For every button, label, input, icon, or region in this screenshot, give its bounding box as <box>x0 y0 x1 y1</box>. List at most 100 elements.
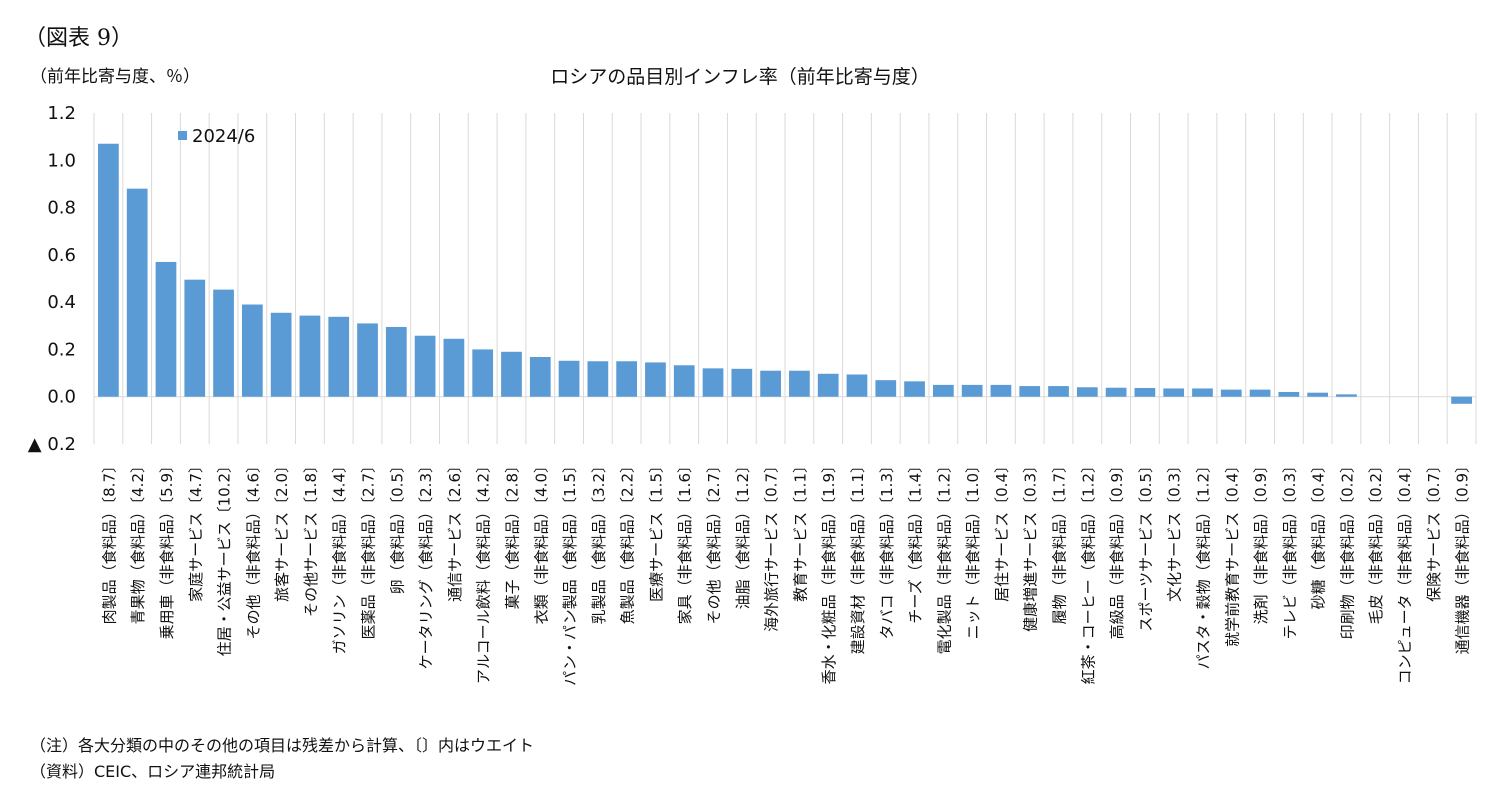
bar <box>645 362 666 397</box>
bar <box>702 368 724 397</box>
category-label: 旅客サービス〔2.0〕 <box>273 458 291 602</box>
category-label: 履物（非食料品）〔1.7〕 <box>1051 458 1069 624</box>
bar <box>414 335 436 397</box>
bar <box>472 349 494 397</box>
category-label: 文化サービス〔0.3〕 <box>1166 458 1184 602</box>
category-label: 砂糖（食料品）〔0.4〕 <box>1310 458 1328 609</box>
category-label: 洗剤（非食料品）〔0.9〕 <box>1252 458 1270 624</box>
category-label: 電化製品（非食料品）〔1.2〕 <box>935 458 953 654</box>
grid-lines <box>93 113 1477 444</box>
bar <box>1134 387 1156 397</box>
category-label: コンピュータ（非食料品）〔0.4〕 <box>1396 458 1414 684</box>
bar <box>1336 394 1357 397</box>
category-labels: 肉製品（食料品）〔8.7〕 青果物（食料品）〔4.2〕 乗用車（非食料品）〔5.9〕… <box>100 458 1471 686</box>
bar <box>270 312 292 397</box>
y-unit-label: （前年比寄与度、％） <box>30 67 200 87</box>
bar <box>817 373 839 397</box>
bar <box>1076 387 1098 397</box>
category-label: 海外旅行サービス〔0.7〕 <box>763 458 781 632</box>
bar <box>328 316 350 397</box>
category-label: 健康増進サービス〔0.3〕 <box>1022 458 1040 632</box>
category-label: 魚製品（食料品）〔2.2〕 <box>619 458 637 624</box>
bar <box>932 384 954 397</box>
category-label: 住居・公益サービス〔10.2〕 <box>216 458 234 656</box>
y-tick-label: 0.2 <box>47 339 76 360</box>
legend: 2024/6 <box>178 126 255 147</box>
category-label: 教育サービス〔1.1〕 <box>791 458 809 602</box>
category-label: その他（非食料品）〔4.6〕 <box>244 458 262 639</box>
y-tick-label: 0.8 <box>47 198 76 219</box>
category-label: ガソリン（非食料品）〔4.4〕 <box>331 458 349 654</box>
y-tick-label: 1.2 <box>47 103 76 124</box>
category-label: ニット（非食料品）〔1.0〕 <box>964 458 982 639</box>
bar <box>990 384 1012 397</box>
category-label: 高級品（非食料品）〔0.9〕 <box>1108 458 1126 639</box>
bar <box>1105 387 1127 397</box>
bar <box>357 323 378 397</box>
bar <box>904 381 925 397</box>
bar <box>760 370 781 397</box>
bar-chart: 1.2 1.0 0.8 0.6 0.4 0.2 0.0 ▲ 0.2 肉製品（食料品）〔8.7〕… <box>28 103 1477 686</box>
bar <box>443 338 465 397</box>
category-label: その他（食料品）〔2.7〕 <box>705 458 723 624</box>
category-label: その他サービス〔1.8〕 <box>302 458 320 617</box>
y-tick-label: 0.4 <box>47 292 76 313</box>
category-label: 居住サービス〔0.4〕 <box>993 458 1011 602</box>
category-label: 医薬品（非食料品）〔2.7〕 <box>360 458 378 639</box>
category-label: パン・パン製品（食料品）〔1.5〕 <box>561 458 579 686</box>
bar <box>126 188 148 397</box>
bar <box>1278 391 1300 397</box>
bar <box>155 261 177 397</box>
category-label: 印刷物（非食料品）〔0.2〕 <box>1338 458 1356 639</box>
bar <box>1019 386 1041 397</box>
category-label: 家庭サービス〔4.7〕 <box>187 458 205 602</box>
figure-label: （図表 9） <box>24 26 133 51</box>
bar <box>501 351 522 397</box>
category-label: 通信サービス〔2.6〕 <box>446 458 464 602</box>
bar <box>1307 392 1329 397</box>
category-label: 肉製品（食料品）〔8.7〕 <box>100 458 118 624</box>
category-label: 家具（非食料品）〔1.6〕 <box>676 458 694 624</box>
legend-label: 2024/6 <box>192 126 255 147</box>
category-label: タバコ（非食料品）〔1.3〕 <box>878 458 896 639</box>
category-label: 菓子（食料品）〔2.8〕 <box>503 458 521 609</box>
category-label: 香水・化粧品（非食料品）〔1.9〕 <box>820 458 838 684</box>
y-tick-label: 1.0 <box>47 150 76 171</box>
bar <box>1048 386 1069 397</box>
bar <box>875 380 897 397</box>
bar <box>98 143 119 397</box>
bar <box>961 384 983 397</box>
chart-title: ロシアの品目別インフレ率（前年比寄与度） <box>550 66 930 88</box>
bar <box>558 360 580 397</box>
source-text: （資料）CEIC、ロシア連邦統計局 <box>30 762 276 781</box>
bar <box>1192 388 1213 397</box>
category-label: 青果物（食料品）〔4.2〕 <box>129 458 147 624</box>
category-label: 毛皮（非食料品）〔0.2〕 <box>1367 458 1385 624</box>
bar <box>616 361 638 397</box>
bar <box>299 315 321 397</box>
category-label: 就学前教育サービス〔0.4〕 <box>1223 458 1241 647</box>
category-label: 医療サービス〔1.5〕 <box>647 458 665 602</box>
category-label: 卵（食料品）〔0.5〕 <box>388 458 406 594</box>
category-label: 油脂（食料品）〔1.2〕 <box>734 458 752 609</box>
category-label: 通信機器（非食料品）〔0.9〕 <box>1454 458 1472 654</box>
bar <box>385 326 407 397</box>
category-label: 衣類（非食料品）〔4.0〕 <box>532 458 550 624</box>
category-label: テレビ（非食料品）〔0.3〕 <box>1281 458 1299 639</box>
bar <box>241 304 263 397</box>
bar <box>1220 389 1242 397</box>
category-label: スポーツサービス〔0.5〕 <box>1137 458 1155 632</box>
y-axis-ticks: 1.2 1.0 0.8 0.6 0.4 0.2 0.0 ▲ 0.2 <box>28 103 76 455</box>
bar <box>587 361 609 397</box>
category-label: 保険サービス〔0.7〕 <box>1425 458 1443 602</box>
legend-swatch <box>178 131 187 140</box>
category-label: 紅茶・コーヒー（食料品）〔1.2〕 <box>1079 458 1097 684</box>
bar <box>1249 389 1271 397</box>
bar <box>213 289 234 397</box>
category-label: パスタ・穀物（食料品）〔1.2〕 <box>1194 458 1212 669</box>
category-label: 乳製品（食料品）〔3.2〕 <box>590 458 608 624</box>
bar <box>184 279 206 397</box>
bar <box>673 365 695 397</box>
bar <box>789 370 810 397</box>
bars <box>98 143 1472 404</box>
